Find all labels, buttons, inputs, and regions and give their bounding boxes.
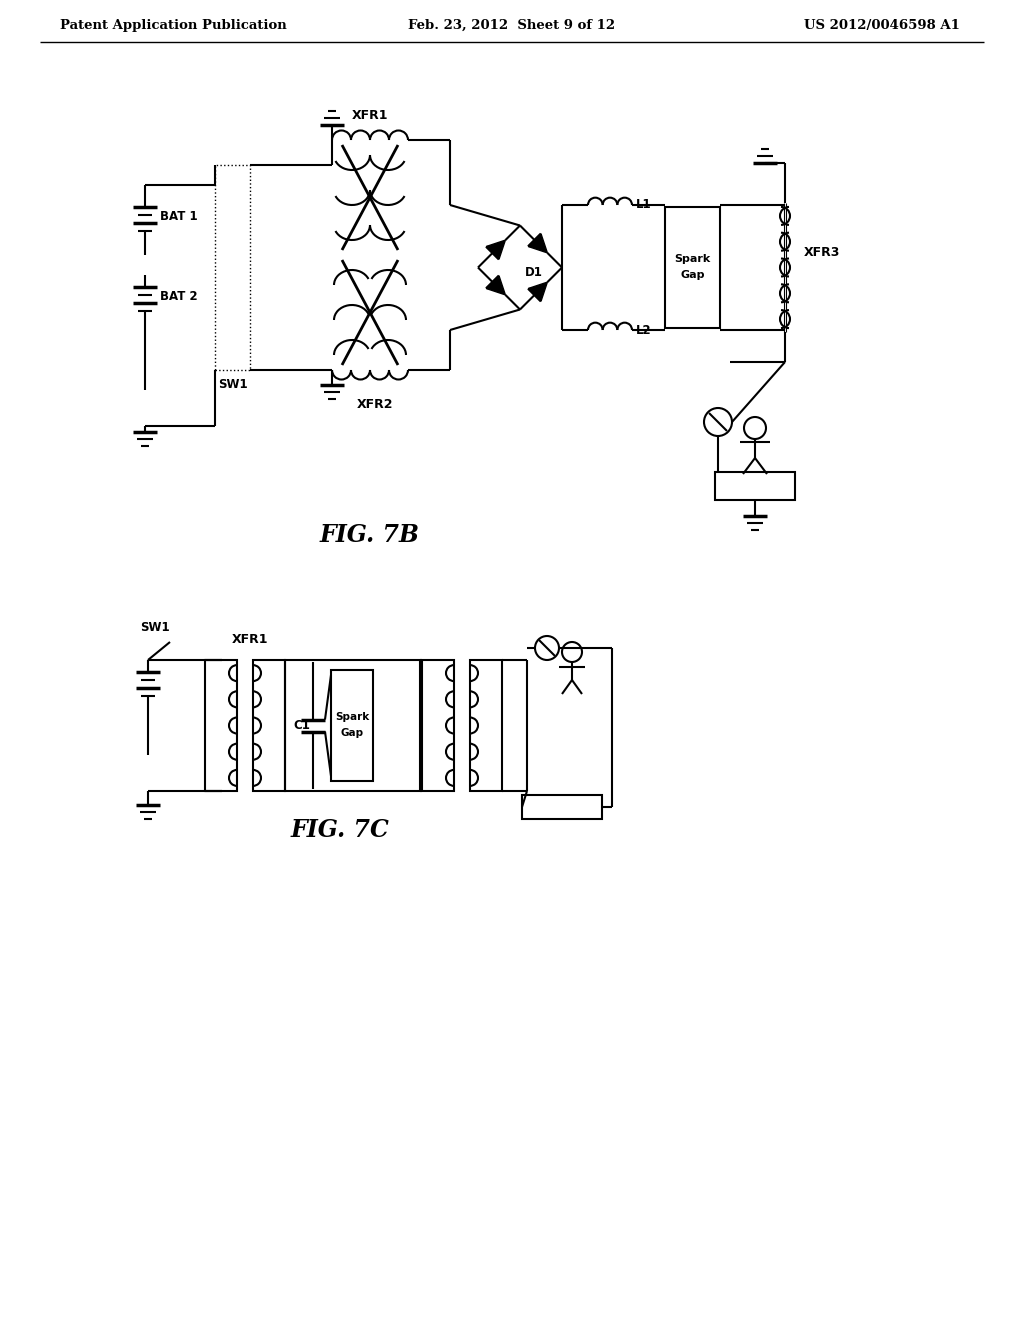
Text: L1: L1	[636, 198, 651, 211]
Text: D1: D1	[525, 267, 543, 279]
Text: SW1: SW1	[140, 620, 170, 634]
Text: Gap: Gap	[680, 271, 705, 281]
Bar	[253, 660, 285, 791]
Text: XFR3: XFR3	[804, 246, 841, 259]
Text: Feb. 23, 2012  Sheet 9 of 12: Feb. 23, 2012 Sheet 9 of 12	[409, 18, 615, 32]
Bar	[422, 660, 454, 791]
Bar	[205, 660, 237, 791]
Text: XFR1: XFR1	[231, 634, 268, 645]
Text: SW1: SW1	[218, 378, 248, 391]
Text: BAT 1: BAT 1	[160, 210, 198, 223]
Polygon shape	[486, 276, 506, 294]
Text: Spark: Spark	[675, 255, 711, 264]
Text: XFR2: XFR2	[356, 399, 393, 411]
Text: XFR1: XFR1	[352, 110, 388, 121]
Bar	[665, 207, 720, 327]
Bar	[715, 473, 795, 500]
Bar	[470, 660, 502, 791]
Text: Patent Application Publication: Patent Application Publication	[60, 18, 287, 32]
Bar	[215, 165, 250, 370]
Bar	[522, 795, 602, 818]
Text: FIG. 7B: FIG. 7B	[319, 523, 420, 546]
Text: C1: C1	[293, 719, 310, 733]
Polygon shape	[528, 234, 548, 253]
Bar	[285, 660, 420, 791]
Bar	[331, 671, 373, 781]
Polygon shape	[486, 240, 506, 259]
Text: US 2012/0046598 A1: US 2012/0046598 A1	[804, 18, 961, 32]
Text: BAT 2: BAT 2	[160, 290, 198, 304]
Text: L2: L2	[636, 323, 651, 337]
Text: Spark: Spark	[335, 713, 369, 722]
Text: FIG. 7C: FIG. 7C	[291, 818, 389, 842]
Text: Gap: Gap	[340, 729, 364, 738]
Polygon shape	[528, 282, 548, 301]
